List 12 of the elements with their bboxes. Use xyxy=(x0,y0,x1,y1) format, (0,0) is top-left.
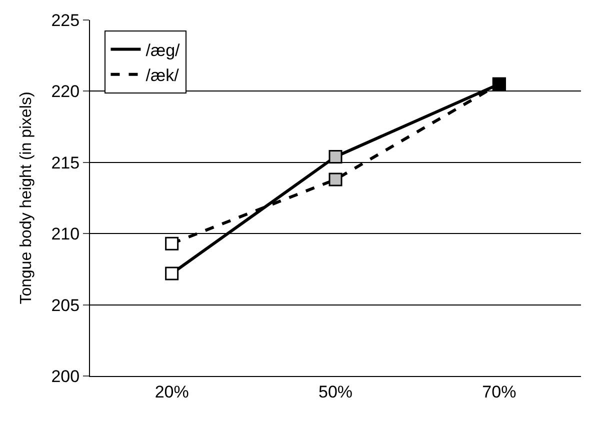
y-tick-label: 215 xyxy=(51,153,80,172)
legend-label: /æg/ xyxy=(146,40,180,60)
y-tick-label: 210 xyxy=(51,224,80,244)
x-tick-label: 20% xyxy=(154,382,189,402)
y-tick-label: 200 xyxy=(51,366,80,386)
y-tick-label: 220 xyxy=(51,82,80,102)
y-axis-title: Tongue body height (in pixels) xyxy=(18,92,36,304)
y-tick-label: 205 xyxy=(51,296,80,315)
legend-label: /æk/ xyxy=(146,66,180,85)
x-tick-label: 50% xyxy=(318,382,353,402)
x-tick-label: 70% xyxy=(482,382,516,402)
y-tick-label: 225 xyxy=(51,10,80,30)
